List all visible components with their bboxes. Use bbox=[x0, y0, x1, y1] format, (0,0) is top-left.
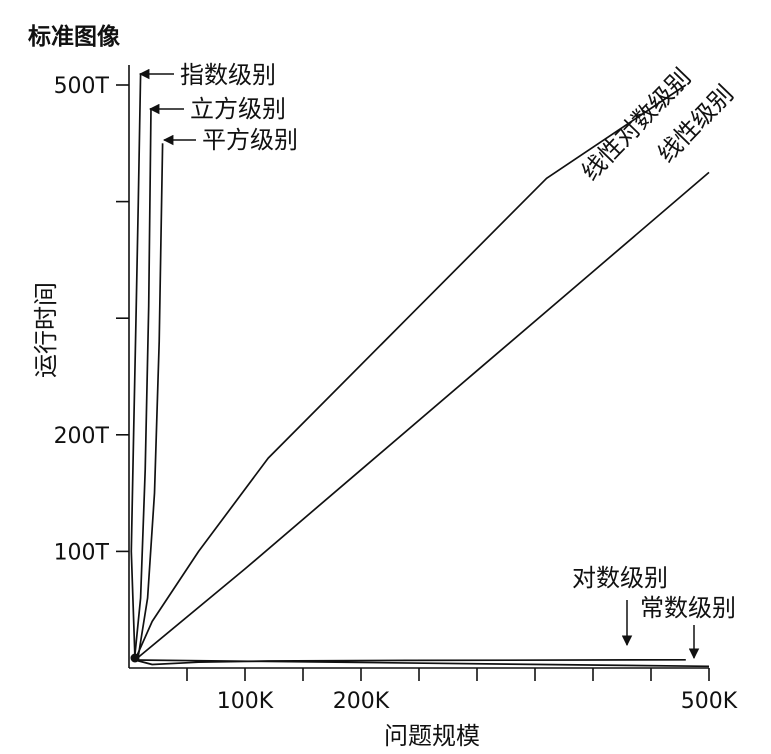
y-axis-title: 运行时间 bbox=[32, 282, 60, 378]
y-tick-label-0: 100T bbox=[54, 540, 110, 565]
x-tick-label-3: 200K bbox=[333, 689, 390, 714]
cubic-label: 立方级别 bbox=[190, 95, 286, 123]
quadratic-label: 平方级别 bbox=[202, 126, 298, 154]
logarithmic-label: 对数级别 bbox=[572, 564, 668, 592]
series-line-4 bbox=[134, 171, 710, 661]
x-tick-label-9: 500K bbox=[681, 689, 738, 714]
x-tick-label-1: 100K bbox=[217, 689, 274, 714]
x-axis-ticks: 100K 200K 500K bbox=[186, 668, 738, 714]
series-line-2 bbox=[134, 143, 164, 661]
y-axis-ticks: 100T 200T 500T bbox=[54, 74, 129, 565]
y-tick-label-4: 500T bbox=[54, 74, 110, 99]
series-line-3 bbox=[134, 84, 687, 661]
exponential-label: 指数级别 bbox=[180, 61, 276, 89]
y-tick-label-1: 200T bbox=[54, 424, 110, 449]
series-line-6 bbox=[134, 659, 710, 668]
series-line-0 bbox=[130, 73, 142, 661]
origin-dot bbox=[130, 653, 140, 663]
chart-title: 标准图像 bbox=[28, 23, 121, 50]
constant-label: 常数级别 bbox=[640, 594, 736, 622]
x-axis-title: 问题规模 bbox=[384, 722, 480, 750]
